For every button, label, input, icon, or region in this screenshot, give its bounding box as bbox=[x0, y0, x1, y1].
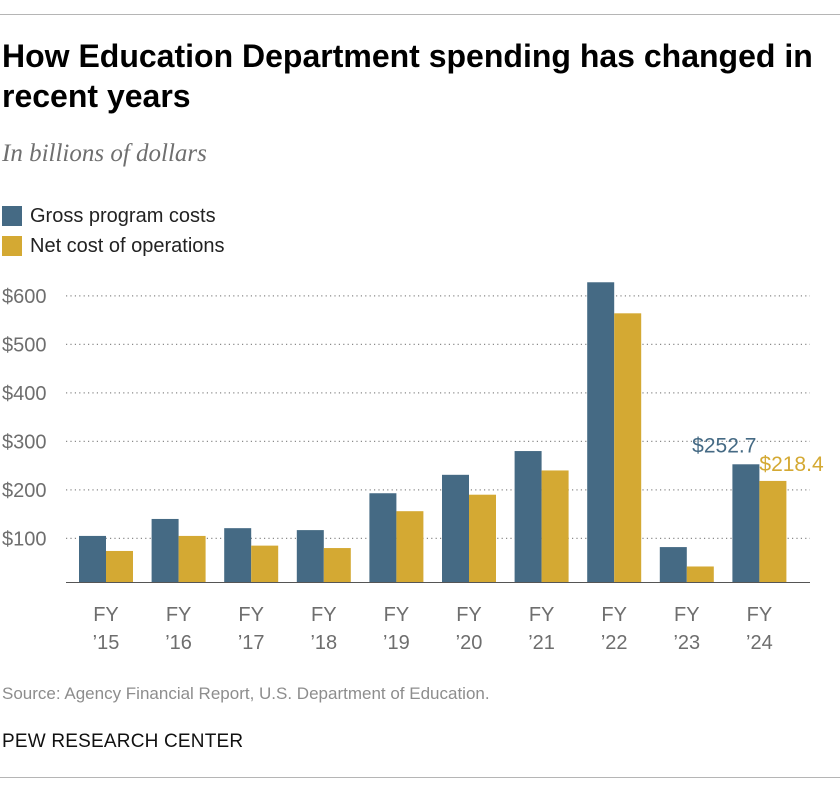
chart-subtitle: In billions of dollars bbox=[2, 140, 207, 167]
bar-gross bbox=[732, 464, 760, 582]
legend-label-gross: Gross program costs bbox=[30, 204, 216, 227]
legend-item-net: Net cost of operations bbox=[2, 235, 225, 257]
bottom-rule bbox=[0, 777, 840, 778]
y-tick-label: $100 bbox=[2, 528, 47, 550]
bar-net bbox=[469, 494, 496, 582]
legend-swatch-net bbox=[2, 236, 22, 256]
y-tick-label: $300 bbox=[2, 431, 47, 453]
top-rule bbox=[0, 14, 840, 15]
x-tick-label: FY bbox=[456, 604, 482, 626]
bar-net bbox=[251, 545, 279, 582]
bar-gross bbox=[296, 530, 324, 582]
bar-net bbox=[323, 548, 351, 582]
data-label-net: $218.4 bbox=[759, 453, 824, 476]
x-tick-label: FY bbox=[384, 604, 410, 626]
x-tick-label: FY bbox=[674, 604, 700, 626]
bar-net bbox=[541, 470, 569, 582]
x-tick-label: FY bbox=[93, 604, 119, 626]
bar-net bbox=[396, 511, 424, 582]
x-tick-label: FY bbox=[238, 604, 264, 626]
x-tick-label: ’15 bbox=[93, 632, 120, 654]
legend-item-gross: Gross program costs bbox=[2, 205, 216, 227]
bar-net bbox=[686, 566, 714, 582]
x-tick-label: ’18 bbox=[310, 632, 337, 654]
x-tick-label: FY bbox=[166, 604, 192, 626]
x-tick-label: FY bbox=[311, 604, 337, 626]
x-tick-label: ’20 bbox=[456, 632, 483, 654]
bar-gross bbox=[369, 493, 397, 582]
x-tick-label: FY bbox=[747, 604, 773, 626]
chart-title: How Education Department spending has ch… bbox=[2, 38, 813, 114]
bar-chart: $100 $200 $300 $400 $500 $600 FY ’15 FY ’16 FY ’17 F… bbox=[2, 282, 824, 654]
organization-credit: PEW RESEARCH CENTER bbox=[2, 731, 244, 752]
x-tick-label: FY bbox=[601, 604, 627, 626]
x-tick-label: ’21 bbox=[528, 632, 555, 654]
x-tick-label: ’17 bbox=[238, 632, 265, 654]
y-tick-label: $600 bbox=[2, 286, 47, 308]
bar-gross bbox=[224, 528, 252, 582]
legend-label-net: Net cost of operations bbox=[30, 234, 225, 257]
x-tick-label: ’24 bbox=[746, 632, 773, 654]
y-tick-label: $400 bbox=[2, 383, 47, 405]
x-tick-label: FY bbox=[529, 604, 555, 626]
bar-gross bbox=[587, 282, 615, 582]
x-tick-label: ’23 bbox=[673, 632, 700, 654]
bar-gross bbox=[659, 547, 687, 582]
x-tick-label: ’19 bbox=[383, 632, 410, 654]
bar-net bbox=[759, 480, 787, 582]
bar-net bbox=[178, 535, 206, 582]
bar-gross bbox=[442, 474, 469, 582]
bar-gross bbox=[514, 451, 542, 582]
x-tick-label: ’16 bbox=[165, 632, 192, 654]
legend-swatch-gross bbox=[2, 206, 22, 226]
y-tick-label: $500 bbox=[2, 334, 47, 356]
y-tick-label: $200 bbox=[2, 480, 47, 502]
x-tick-label: ’22 bbox=[601, 632, 628, 654]
data-label-gross: $252.7 bbox=[692, 434, 756, 457]
bar-gross bbox=[151, 518, 179, 582]
bar-net bbox=[614, 313, 642, 582]
bar-net bbox=[106, 550, 133, 582]
source-note: Source: Agency Financial Report, U.S. De… bbox=[2, 684, 490, 703]
bar-gross bbox=[79, 535, 106, 582]
